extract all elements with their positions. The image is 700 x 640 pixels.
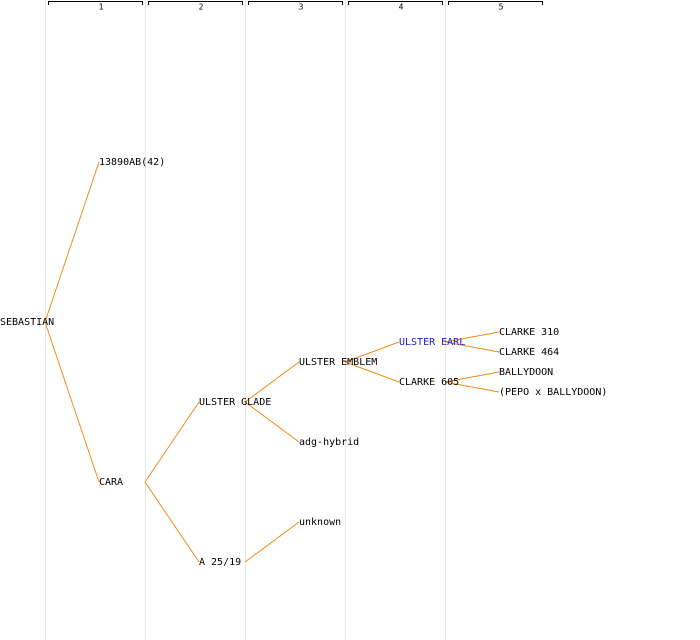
node-label: CLARKE 605	[399, 377, 459, 388]
node-label: CARA	[99, 477, 123, 488]
node-label: 13890AB(42)	[99, 157, 165, 168]
edge	[444, 331, 500, 343]
edges	[44, 161, 500, 563]
edge	[244, 521, 300, 563]
node-label: A 25/19	[199, 557, 241, 568]
edge	[344, 341, 400, 363]
node-label: CLARKE 464	[499, 347, 559, 358]
column-headers: 1 2 3 4 5	[48, 1, 543, 12]
column-number: 3	[299, 3, 304, 12]
edge	[144, 481, 200, 563]
edge	[244, 401, 300, 443]
column-number: 1	[99, 3, 104, 12]
node-label: adg-hybrid	[299, 437, 359, 448]
column-number: 4	[399, 3, 404, 12]
edge	[444, 381, 500, 393]
node-label: CLARKE 310	[499, 327, 559, 338]
node-link[interactable]: ULSTER EARL	[399, 337, 465, 348]
header-bracket	[148, 1, 243, 5]
edge	[44, 321, 100, 483]
nodes: SEBASTIAN 13890AB(42) CARA ULSTER GLADE …	[0, 157, 607, 568]
column-number: 5	[499, 3, 504, 12]
column-guides	[45, 0, 446, 640]
header-bracket	[48, 1, 143, 5]
edge	[444, 371, 500, 383]
edge	[244, 361, 300, 403]
header-bracket	[448, 1, 543, 5]
header-bracket	[248, 1, 343, 5]
node-label: ULSTER GLADE	[199, 397, 271, 408]
node-label: unknown	[299, 517, 341, 528]
edge	[144, 401, 200, 483]
column-number: 2	[199, 3, 204, 12]
edge	[344, 361, 400, 383]
edge	[444, 341, 500, 353]
node-label: ULSTER EMBLEM	[299, 357, 377, 368]
node-label: (PEPO x BALLYDOON)	[499, 387, 607, 398]
edge	[44, 161, 100, 323]
node-label: SEBASTIAN	[0, 317, 54, 328]
header-bracket	[348, 1, 443, 5]
node-label: BALLYDOON	[499, 367, 553, 378]
